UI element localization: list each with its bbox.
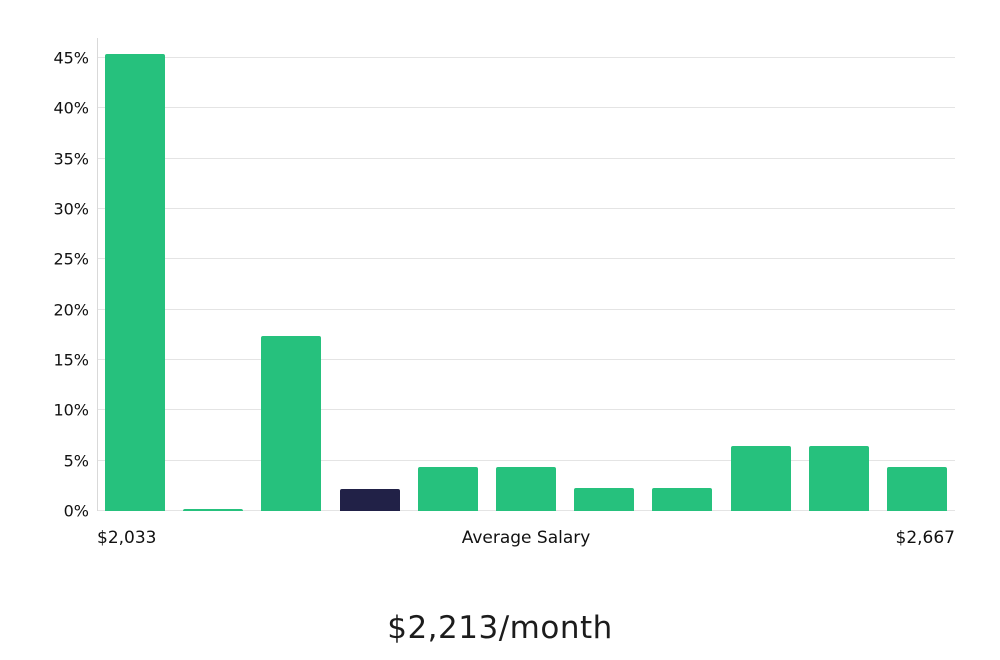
y-tick-label: 0%	[63, 501, 89, 521]
y-tick-label: 20%	[53, 300, 89, 320]
plot-area	[97, 38, 955, 511]
bar	[652, 487, 713, 511]
x-label-max: $2,667	[895, 528, 955, 548]
bar	[417, 466, 478, 511]
gridline	[97, 208, 955, 210]
gridline	[97, 107, 955, 109]
y-tick-label: 15%	[53, 350, 89, 370]
bar	[574, 487, 635, 511]
bar-average-highlight	[339, 488, 400, 511]
gridline	[97, 258, 955, 260]
bar	[183, 509, 244, 511]
bar	[730, 445, 791, 511]
gridline	[97, 409, 955, 411]
chart-title: $2,213/month	[387, 610, 613, 646]
gridline	[97, 459, 955, 461]
y-axis-line	[97, 38, 98, 511]
bar	[808, 445, 869, 511]
gridline	[97, 308, 955, 310]
y-tick-label: 45%	[53, 48, 89, 68]
y-tick-label: 10%	[53, 400, 89, 420]
y-tick-label: 35%	[53, 149, 89, 169]
bar	[495, 466, 556, 511]
gridline	[97, 157, 955, 159]
gridline	[97, 359, 955, 361]
x-label-average-salary: Average Salary	[461, 528, 591, 548]
bar	[886, 466, 947, 511]
y-tick-label: 40%	[53, 98, 89, 118]
y-tick-label: 5%	[63, 451, 89, 471]
bars	[97, 38, 955, 511]
bar	[105, 54, 165, 511]
gridline	[97, 57, 955, 59]
x-label-min: $2,033	[97, 528, 157, 548]
x-axis-labels: $2,033 Average Salary $2,667	[97, 528, 955, 548]
y-tick-label: 30%	[53, 199, 89, 219]
bar	[261, 335, 322, 511]
y-tick-label: 25%	[53, 249, 89, 269]
y-axis: 0% 5% 10% 15% 20% 25% 30% 35% 40% 45%	[0, 38, 89, 521]
